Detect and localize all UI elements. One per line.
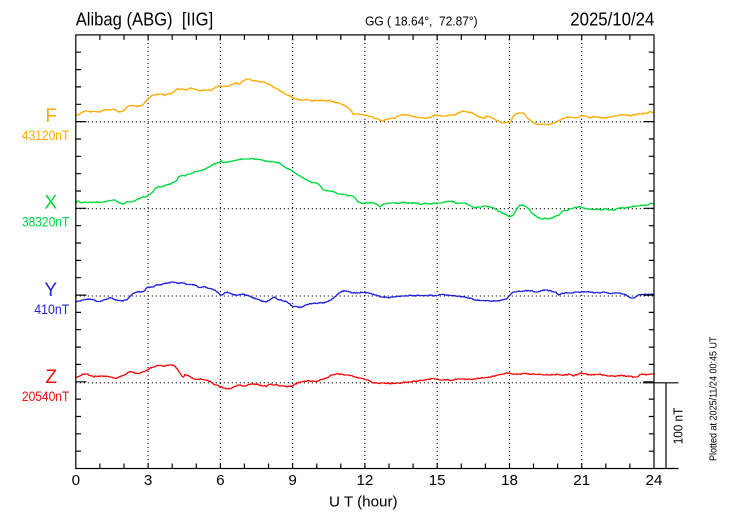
svg-text:43120nT: 43120nT: [22, 128, 69, 143]
svg-text:6: 6: [216, 472, 224, 489]
svg-text:Z: Z: [45, 367, 57, 388]
svg-text:20540nT: 20540nT: [22, 389, 69, 404]
svg-text:38320nT: 38320nT: [22, 215, 69, 230]
svg-text:2025/10/24: 2025/10/24: [570, 8, 654, 29]
svg-text:Alibag (ABG) [IIG]: Alibag (ABG) [IIG]: [76, 8, 214, 29]
svg-text:X: X: [44, 193, 57, 214]
svg-text:Y: Y: [44, 280, 57, 301]
svg-text:F: F: [45, 106, 57, 127]
svg-text:100 nT: 100 nT: [671, 408, 686, 445]
svg-text:3: 3: [144, 472, 152, 489]
svg-text:GG ( 18.64°, 72.87°): GG ( 18.64°, 72.87°): [365, 14, 478, 29]
svg-text:9: 9: [288, 472, 296, 489]
svg-text:410nT: 410nT: [34, 302, 69, 317]
svg-text:21: 21: [573, 472, 590, 489]
svg-text:15: 15: [429, 472, 446, 489]
svg-text:24: 24: [646, 472, 663, 489]
svg-text:0: 0: [72, 472, 80, 489]
svg-text:Plotted at 2025/11/24 00:45 UT: Plotted at 2025/11/24 00:45 UT: [708, 336, 720, 461]
svg-text:18: 18: [501, 472, 518, 489]
svg-text:12: 12: [356, 472, 373, 489]
svg-text:U T (hour): U T (hour): [329, 493, 398, 510]
